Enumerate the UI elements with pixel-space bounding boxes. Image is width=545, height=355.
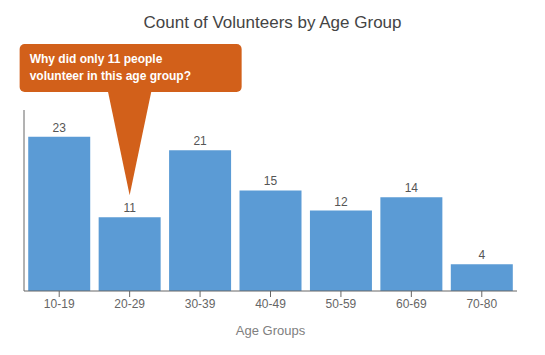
html-text:Count of Volunteers by Age Gro: Count of Volunteers by Age Group xyxy=(143,13,402,32)
svg-text:20-29: 20-29 xyxy=(114,297,145,311)
svg-text:11: 11 xyxy=(123,201,136,215)
svg-text:Age Groups: Age Groups xyxy=(236,323,306,338)
svg-text:15: 15 xyxy=(264,174,278,188)
svg-text:Why did only 11 peoplevoluntee: Why did only 11 peoplevolunteer in this … xyxy=(30,52,191,83)
svg-text:23: 23 xyxy=(53,121,67,135)
svg-text:30-39: 30-39 xyxy=(185,297,216,311)
svg-text:21: 21 xyxy=(193,134,207,148)
svg-text:14: 14 xyxy=(405,181,419,195)
svg-text:12: 12 xyxy=(334,195,348,209)
svg-text:4: 4 xyxy=(478,248,485,262)
svg-text:70-80: 70-80 xyxy=(466,297,497,311)
svg-text:10-19: 10-19 xyxy=(44,297,75,311)
svg-text:60-69: 60-69 xyxy=(396,297,427,311)
svg-text:50-59: 50-59 xyxy=(326,297,357,311)
svg-text:40-49: 40-49 xyxy=(255,297,286,311)
